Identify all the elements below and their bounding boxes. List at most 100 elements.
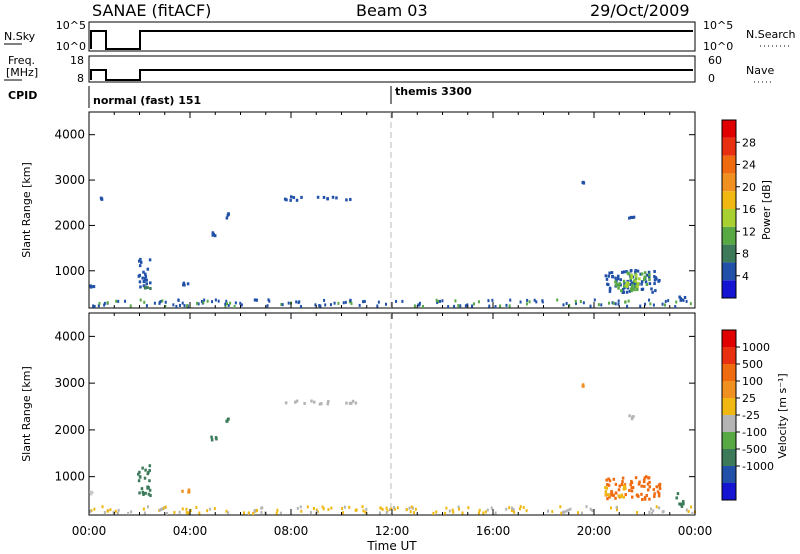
- power-ground-cell: [342, 301, 345, 305]
- velocity-ground-cell: [364, 510, 367, 514]
- velocity-data-cell: [637, 482, 641, 486]
- power-ground-cell: [487, 299, 490, 303]
- x-tick-label: 04:00: [173, 524, 208, 538]
- power-ground-cell: [649, 302, 652, 306]
- velocity-data-cell: [604, 485, 607, 489]
- power-data-cell: [142, 279, 146, 283]
- power-data-cell: [295, 198, 299, 202]
- power-ground-cell: [519, 300, 522, 304]
- power-data-cell: [604, 274, 608, 278]
- velocity-data-cell: [655, 485, 659, 489]
- velocity-colorbar-swatch: [722, 381, 736, 398]
- power-data-cell: [657, 279, 660, 283]
- velocity-data-cell: [345, 401, 348, 405]
- velocity-ground-cell: [185, 511, 188, 515]
- power-ground-cell: [674, 305, 677, 309]
- velocity-data-cell: [612, 493, 615, 497]
- velocity-data-cell: [614, 496, 617, 500]
- power-colorbar-swatch: [722, 120, 736, 138]
- power-ground-cell: [525, 302, 528, 306]
- power-ground-cell: [115, 299, 118, 303]
- power-data-cell: [622, 284, 626, 288]
- power-colorbar-tick-label: 12: [742, 225, 756, 238]
- power-ground-cell: [471, 304, 474, 308]
- power-ground-cell: [682, 298, 685, 302]
- velocity-data-cell: [643, 497, 647, 501]
- velocity-ground-cell: [178, 510, 181, 514]
- velocity-data-cell: [643, 496, 647, 500]
- velocity-data-cell: [640, 492, 643, 496]
- velocity-ground-cell: [381, 507, 384, 511]
- power-ground-cell: [441, 299, 444, 303]
- power-data-cell: [645, 273, 649, 277]
- power-ground-cell: [233, 305, 236, 309]
- velocity-data-cell: [604, 490, 608, 494]
- power-data-cell: [289, 198, 292, 202]
- freq-bottom-tick: 8: [77, 72, 84, 85]
- power-ground-cell: [224, 302, 227, 306]
- power-ground-cell: [93, 304, 96, 308]
- power-data-cell: [138, 264, 142, 268]
- power-ground-cell: [681, 298, 684, 302]
- power-data-cell: [610, 271, 614, 275]
- power-ground-cell: [533, 298, 536, 302]
- power-data-cell: [630, 274, 633, 278]
- power-ground-cell: [153, 301, 156, 305]
- velocity-ground-cell: [162, 506, 165, 510]
- power-data-cell: [653, 275, 656, 279]
- freq-strip-frame: [88, 55, 696, 83]
- velocity-data-cell: [679, 502, 683, 506]
- velocity-data-cell: [630, 489, 634, 493]
- velocity-ground-cell: [143, 511, 146, 515]
- velocity-ground-cell: [116, 511, 119, 515]
- velocity-ground-cell: [206, 509, 209, 513]
- power-ground-cell: [363, 299, 366, 303]
- power-ground-cell: [103, 301, 106, 305]
- power-data-cell: [640, 282, 643, 286]
- power-data-cell: [639, 272, 642, 276]
- velocity-ground-cell: [213, 507, 216, 511]
- power-data-cell: [616, 277, 620, 281]
- velocity-data-cell: [622, 487, 626, 491]
- date-title: 29/Oct/2009: [590, 1, 690, 20]
- power-data-cell: [608, 286, 612, 290]
- velocity-ground-cell: [189, 509, 192, 513]
- power-ground-cell: [494, 305, 497, 309]
- power-ground-cell: [186, 304, 189, 308]
- power-ground-cell: [329, 303, 332, 307]
- velocity-ground-cell: [577, 511, 580, 515]
- cpid-mode-normal: normal (fast) 151: [93, 94, 201, 107]
- power-ground-cell: [337, 301, 340, 305]
- power-ground-cell: [139, 298, 142, 302]
- power-data-cell: [345, 198, 348, 202]
- velocity-data-cell: [612, 477, 616, 481]
- velocity-data-cell: [326, 402, 330, 406]
- power-colorbar-swatch: [722, 191, 736, 209]
- power-data-cell: [626, 281, 629, 285]
- freq-top-tick: 18: [70, 54, 84, 67]
- nave-label: Nave: [746, 64, 774, 77]
- velocity-data-cell: [214, 436, 218, 440]
- velocity-colorbar: 1000 500 100 25 -25 -100 -500 -1000: [721, 329, 774, 501]
- velocity-data-cell: [620, 483, 624, 487]
- power-ground-cell: [268, 299, 271, 303]
- power-data-cell: [631, 287, 635, 291]
- velocity-ground-cell: [484, 510, 487, 514]
- power-ground-cell: [509, 298, 512, 302]
- freq-trace: [90, 69, 693, 81]
- velocity-data-cell: [137, 472, 140, 476]
- velocity-ground-cell: [519, 505, 522, 509]
- power-data-cell: [632, 215, 636, 219]
- power-ground-cell: [454, 299, 457, 303]
- velocity-ground-cell: [482, 511, 485, 515]
- velocity-data-cell: [644, 475, 648, 479]
- power-data-cell: [629, 215, 633, 219]
- x-tick-label: 00:00: [72, 524, 107, 538]
- velocity-data-cell: [608, 479, 612, 483]
- velocity-colorbar-tick-label: 100: [742, 375, 763, 388]
- velocity-ground-cell: [525, 509, 528, 513]
- power-ytick-label: 2000: [54, 218, 85, 232]
- velocity-ground-cell: [389, 508, 392, 512]
- power-ground-cell: [652, 303, 655, 307]
